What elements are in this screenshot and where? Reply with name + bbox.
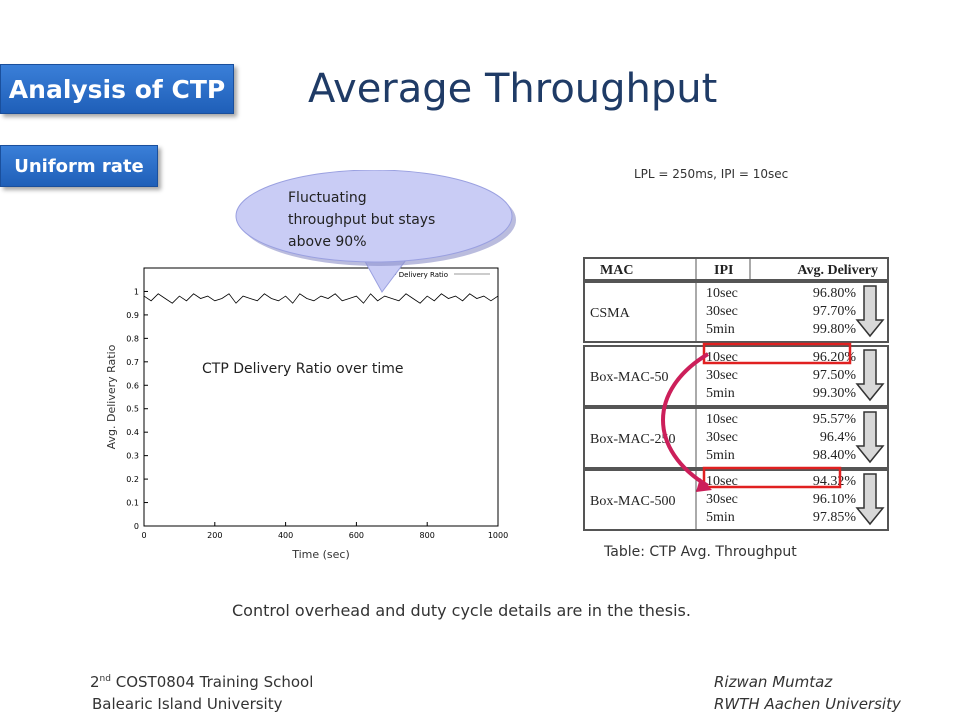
table-ipi-cell: 30sec (706, 368, 738, 383)
table-ipi-cell: 10sec (706, 474, 738, 489)
plot-frame (143, 267, 499, 527)
legend-label: CTP Delivery Ratio (383, 271, 448, 279)
down-arrow-icon (855, 349, 885, 402)
chart-overlay-label: CTP Delivery Ratio over time (202, 361, 403, 377)
delivery-ratio-chart: 0 200 400 600 800 1000 0 0.1 0.2 0.3 0.4 0.5 0.6 0.7 0… (105, 170, 516, 560)
callout-body (235, 170, 513, 263)
x-tick-label: 800 (420, 531, 435, 540)
y-tick-label: 0.8 (126, 334, 139, 343)
table-mac-name: Box-MAC-500 (590, 494, 676, 509)
subsection-tag-label: Uniform rate (14, 155, 144, 177)
series-line (143, 293, 499, 304)
table-group (583, 281, 889, 343)
y-tick-label: 0.2 (126, 475, 139, 484)
x-tick-label: 600 (349, 531, 364, 540)
footer-affiliation: RWTH Aachen University (714, 695, 901, 713)
down-arrow-icon (855, 473, 885, 526)
table-ipi-cell: 30sec (706, 430, 738, 445)
throughput-table: MAC IPI Avg. Delivery CSMA 10sec 96.80% 30sec 9… (583, 257, 889, 531)
y-axis-label: Avg. Delivery Ratio (105, 344, 118, 449)
table-ipi-cell: 5min (706, 510, 735, 525)
table-ipi-cell: 30sec (706, 492, 738, 507)
table-delivery-cell: 99.80% (813, 322, 857, 337)
table-delivery-cell: 96.20% (813, 350, 857, 365)
section-tag-label: Analysis of CTP (8, 74, 226, 104)
y-tick-label: 0.3 (126, 452, 139, 461)
down-arrow-icon (855, 411, 885, 464)
table-delivery-cell: 95.57% (813, 412, 857, 427)
y-tick-label: 0.4 (126, 428, 139, 437)
y-tick-label: 0.7 (126, 358, 139, 367)
table-delivery-cell: 98.40% (813, 448, 857, 463)
y-tick-label: 0.5 (126, 405, 139, 414)
table-delivery-cell: 94.32% (813, 474, 857, 489)
subsection-tag: Uniform rate (0, 145, 158, 187)
table-ipi-cell: 10sec (706, 412, 738, 427)
section-tag: Analysis of CTP (0, 64, 234, 114)
table-delivery-cell: 96.4% (820, 430, 857, 445)
table-ipi-cell: 10sec (706, 350, 738, 365)
table-delivery-cell: 97.50% (813, 368, 857, 383)
footer-event-ordinal: nd (99, 674, 111, 684)
summary-text: Control overhead and duty cycle details … (232, 601, 691, 620)
table-ipi-cell: 30sec (706, 304, 738, 319)
table-caption: Table: CTP Avg. Throughput (604, 544, 797, 560)
table-ipi-cell: 5min (706, 322, 735, 337)
x-axis-label: Time (sec) (291, 548, 350, 560)
footer-author: Rizwan Mumtaz (714, 673, 833, 691)
table-mac-name: CSMA (590, 306, 631, 321)
table-header-ipi: IPI (714, 263, 733, 278)
highlight-box (702, 466, 842, 489)
y-tick-label: 1 (134, 287, 139, 296)
callout-line-1: Fluctuating (288, 190, 367, 206)
lpl-note: LPL = 250ms, IPI = 10sec (634, 167, 789, 181)
table-delivery-cell: 96.80% (813, 286, 857, 301)
table-ipi-cell: 5min (706, 448, 735, 463)
table-layer: MAC IPI Avg. Delivery CSMA 10sec 96.80% 30sec 9… (583, 257, 889, 531)
table-group (583, 407, 889, 469)
footer-event-number: 2 (90, 673, 100, 691)
y-tick-label: 0 (134, 522, 139, 531)
table-delivery-cell: 97.85% (813, 510, 857, 525)
highlight-box (702, 342, 852, 365)
footer-university: Balearic Island University (92, 695, 283, 713)
x-tick-label: 0 (141, 531, 146, 540)
table-header-row (583, 257, 889, 281)
table-ipi-cell: 10sec (706, 286, 738, 301)
footer-event: 2nd COST0804 Training School (90, 673, 313, 691)
x-tick-label: 1000 (488, 531, 508, 540)
callout-line-3: above 90% (288, 234, 367, 250)
comparison-arrow-head (696, 478, 712, 492)
x-tick-label: 200 (207, 531, 222, 540)
comparison-arrow (661, 352, 710, 488)
x-tick-label: 400 (278, 531, 293, 540)
slide-title: Average Throughput (308, 66, 718, 112)
down-arrow-icon (855, 285, 885, 338)
table-group (583, 345, 889, 407)
table-mac-name: Box-MAC-250 (590, 432, 676, 447)
table-header-delivery: Avg. Delivery (797, 263, 878, 278)
y-tick-label: 0.9 (126, 311, 139, 320)
callout-line-2: throughput but stays (288, 212, 435, 228)
table-delivery-cell: 96.10% (813, 492, 857, 507)
callout-bubble: Fluctuating throughput but stays above 9… (235, 170, 516, 293)
plot-layer: 0 200 400 600 800 1000 0 0.1 0.2 0.3 0.4 0.5 0.6 0.7 0… (105, 267, 508, 560)
table-ipi-cell: 5min (706, 386, 735, 401)
table-delivery-cell: 97.70% (813, 304, 857, 319)
footer-event-name: COST0804 Training School (110, 673, 314, 691)
table-header-mac: MAC (600, 263, 633, 278)
table-mac-name: Box-MAC-50 (590, 370, 669, 385)
table-group (583, 469, 889, 531)
y-tick-label: 0.1 (126, 499, 139, 508)
table-delivery-cell: 99.30% (813, 386, 857, 401)
y-tick-label: 0.6 (126, 381, 139, 390)
